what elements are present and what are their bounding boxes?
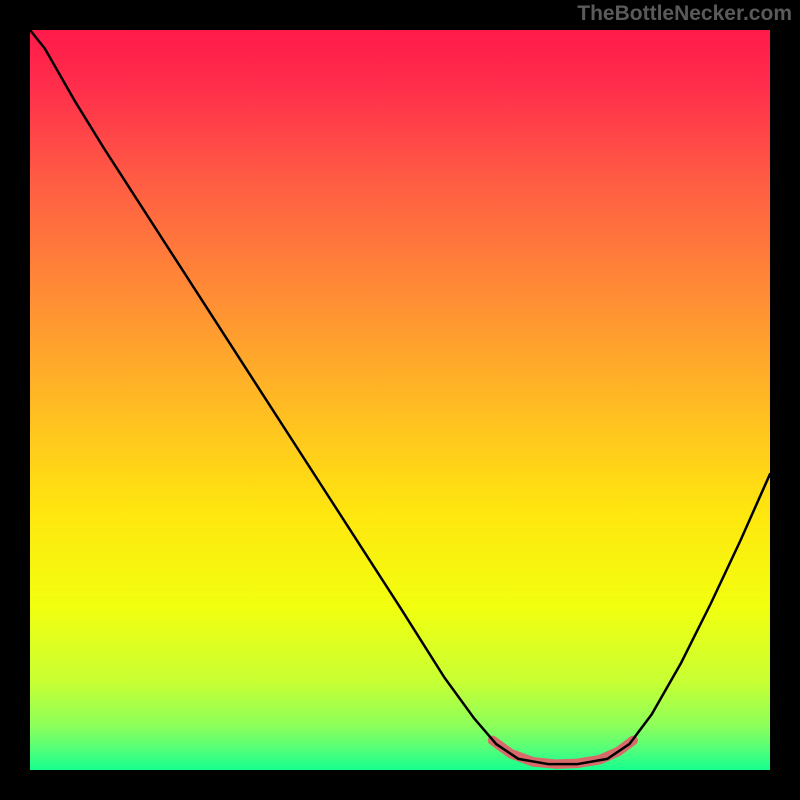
plot-area [30,30,770,770]
gradient-rect [30,30,770,770]
chart-container: TheBottleNecker.com [0,0,800,800]
watermark-text: TheBottleNecker.com [577,2,792,26]
plot-svg [30,30,770,770]
